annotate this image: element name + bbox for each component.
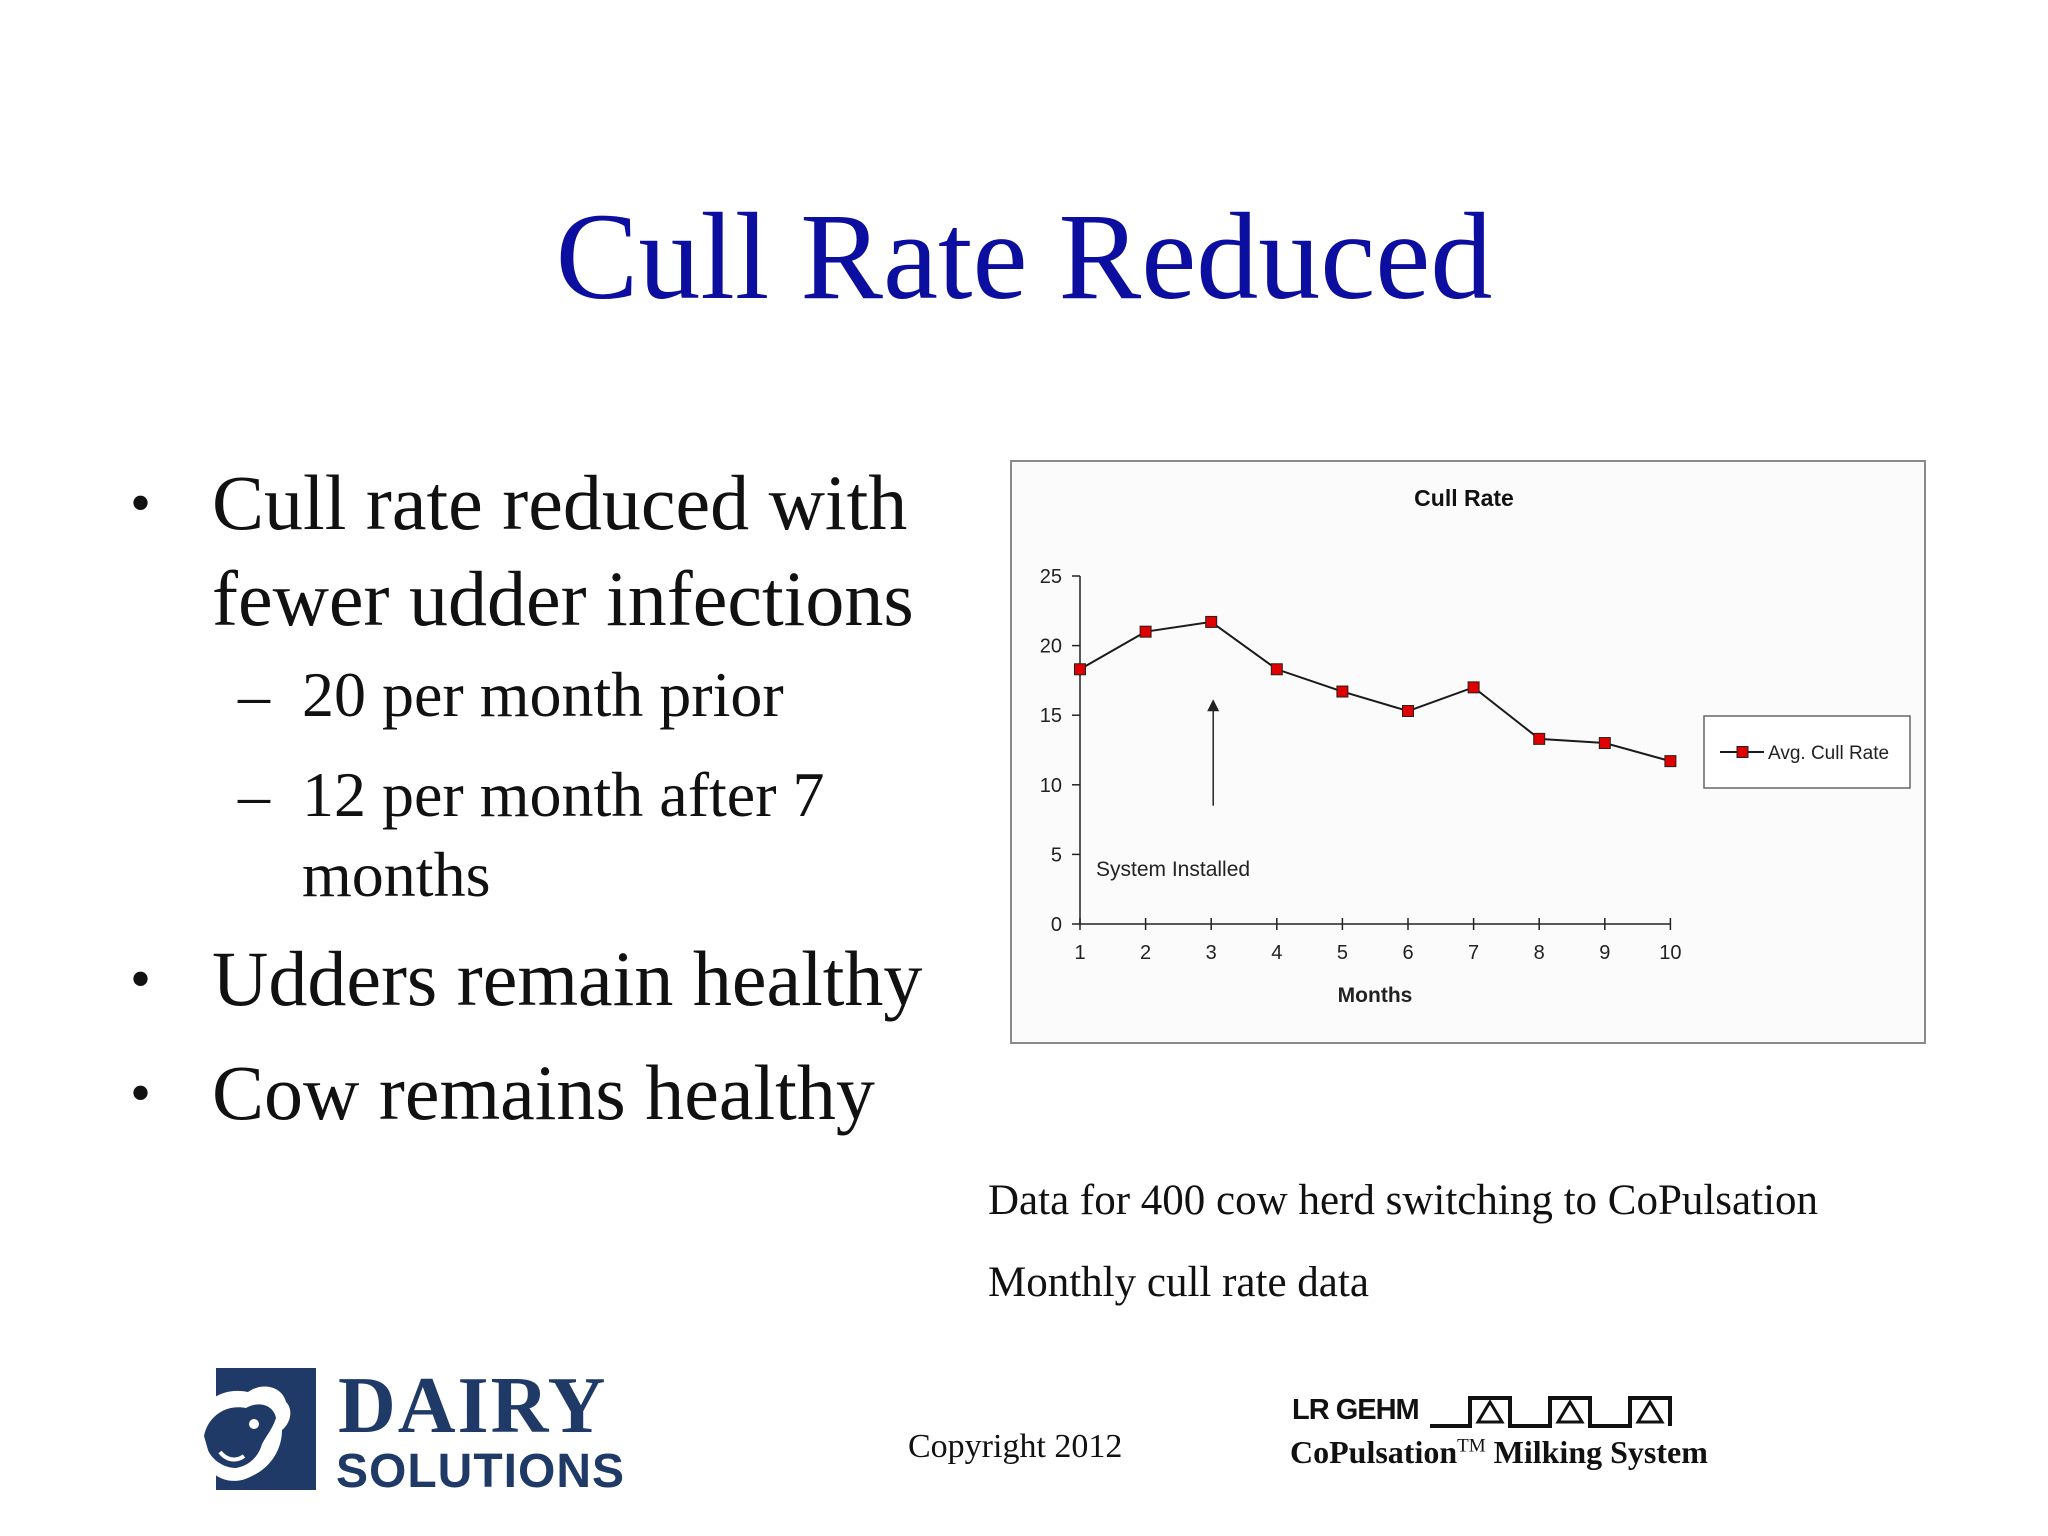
data-point: [1598, 737, 1611, 750]
bullet-list: • Cull rate reduced with fewer udder inf…: [130, 455, 980, 1141]
data-point: [1205, 615, 1218, 628]
x-tick-label: 9: [1599, 942, 1610, 964]
bullet-text: Cow remains healthy: [212, 1049, 875, 1136]
x-tick-label: 8: [1534, 942, 1545, 964]
cull-rate-chart: Cull Rate 0 5 10 15 20 25 1 2 3 4 5 6 7 8 9 10 Months Syst…: [1040, 485, 1911, 1007]
x-tick-label: 6: [1402, 942, 1413, 964]
data-point: [1270, 663, 1283, 676]
sub-bullet-text: 20 per month prior: [302, 659, 784, 730]
logo-copulsation-text: CoPulsation: [1290, 1434, 1458, 1470]
data-point: [1139, 625, 1152, 638]
data-point: [1467, 681, 1480, 694]
data-point: [1074, 663, 1086, 676]
data-point: [1664, 755, 1677, 768]
legend-marker: [1736, 746, 1749, 758]
bullet-text: Udders remain healthy: [212, 935, 923, 1022]
x-tick-label: 3: [1206, 942, 1217, 964]
y-tick-label: 10: [1040, 775, 1062, 797]
logo-milking-system-text: Milking System: [1485, 1434, 1708, 1470]
series-line: [1079, 620, 1671, 763]
x-tick-label: 2: [1140, 942, 1151, 964]
x-tick-label: 7: [1468, 942, 1479, 964]
x-axis-label: Months: [1338, 984, 1413, 1007]
sub-bullet-item: – 20 per month prior: [130, 655, 980, 735]
data-point: [1402, 705, 1414, 718]
pulsation-wave-icon: [1430, 1396, 1672, 1428]
trademark-mark: TM: [1457, 1435, 1486, 1457]
x-tick-label: 1: [1074, 942, 1085, 964]
slide-title: Cull Rate Reduced: [555, 188, 1493, 325]
logo-word-solutions: SOLUTIONS: [336, 1445, 626, 1498]
bullet-line: fewer udder infections: [212, 555, 914, 642]
sub-bullet-item: – 12 per month after 7 months: [130, 755, 980, 915]
y-tick-label: 0: [1051, 914, 1062, 936]
x-tick-label: 10: [1659, 942, 1681, 964]
sub-bullet-dash: –: [238, 659, 270, 730]
bullet-item: • Udders remain healthy: [130, 931, 980, 1027]
logo-word-dairy: DAIRY: [338, 1362, 608, 1450]
data-point: [1533, 732, 1546, 745]
legend-label: Avg. Cull Rate: [1768, 743, 1889, 764]
y-tick-label: 5: [1051, 844, 1062, 866]
logo-word-copulsation: CoPulsationTM Milking System: [1290, 1436, 1708, 1468]
annotation-arrow-head: [1207, 699, 1220, 712]
lr-gehm-logo: LR GEHM CoPulsationTM Milking System: [1290, 1392, 1770, 1482]
bullet-dot: •: [130, 1060, 152, 1126]
x-tick-label: 5: [1337, 942, 1348, 964]
logo-word-lr-gehm: LR GEHM: [1292, 1394, 1420, 1426]
copyright-text: Copyright 2012: [908, 1428, 1123, 1465]
sub-bullet-line: months: [302, 839, 491, 910]
bullet-dot: •: [130, 946, 152, 1012]
chart-frame: Cull Rate 0 5 10 15 20 25 1 2 3 4 5 6 7 8 9 10 Months Syst…: [1010, 460, 1926, 1044]
sub-bullet-line: 12 per month after 7: [302, 759, 825, 830]
x-tick-label: 4: [1271, 942, 1282, 964]
y-tick-label: 20: [1040, 636, 1062, 658]
dairy-solutions-logo: DAIRY SOLUTIONS: [190, 1362, 630, 1502]
chart-note: Data for 400 cow herd switching to CoPul…: [988, 1177, 1819, 1224]
y-tick-label: 25: [1040, 566, 1062, 588]
bullet-line: Cull rate reduced with: [212, 459, 908, 546]
annotation-text: System Installed: [1096, 858, 1250, 881]
cow-head-icon: [193, 1368, 316, 1490]
chart-title: Cull Rate: [1414, 485, 1514, 511]
bullet-dot: •: [130, 470, 152, 536]
chart-note: Monthly cull rate data: [988, 1259, 1369, 1306]
sub-bullet-dash: –: [238, 759, 270, 830]
bullet-item: • Cow remains healthy: [130, 1045, 980, 1141]
data-point: [1336, 685, 1349, 698]
bullet-item: • Cull rate reduced with fewer udder inf…: [130, 455, 980, 647]
y-tick-label: 15: [1040, 705, 1062, 727]
